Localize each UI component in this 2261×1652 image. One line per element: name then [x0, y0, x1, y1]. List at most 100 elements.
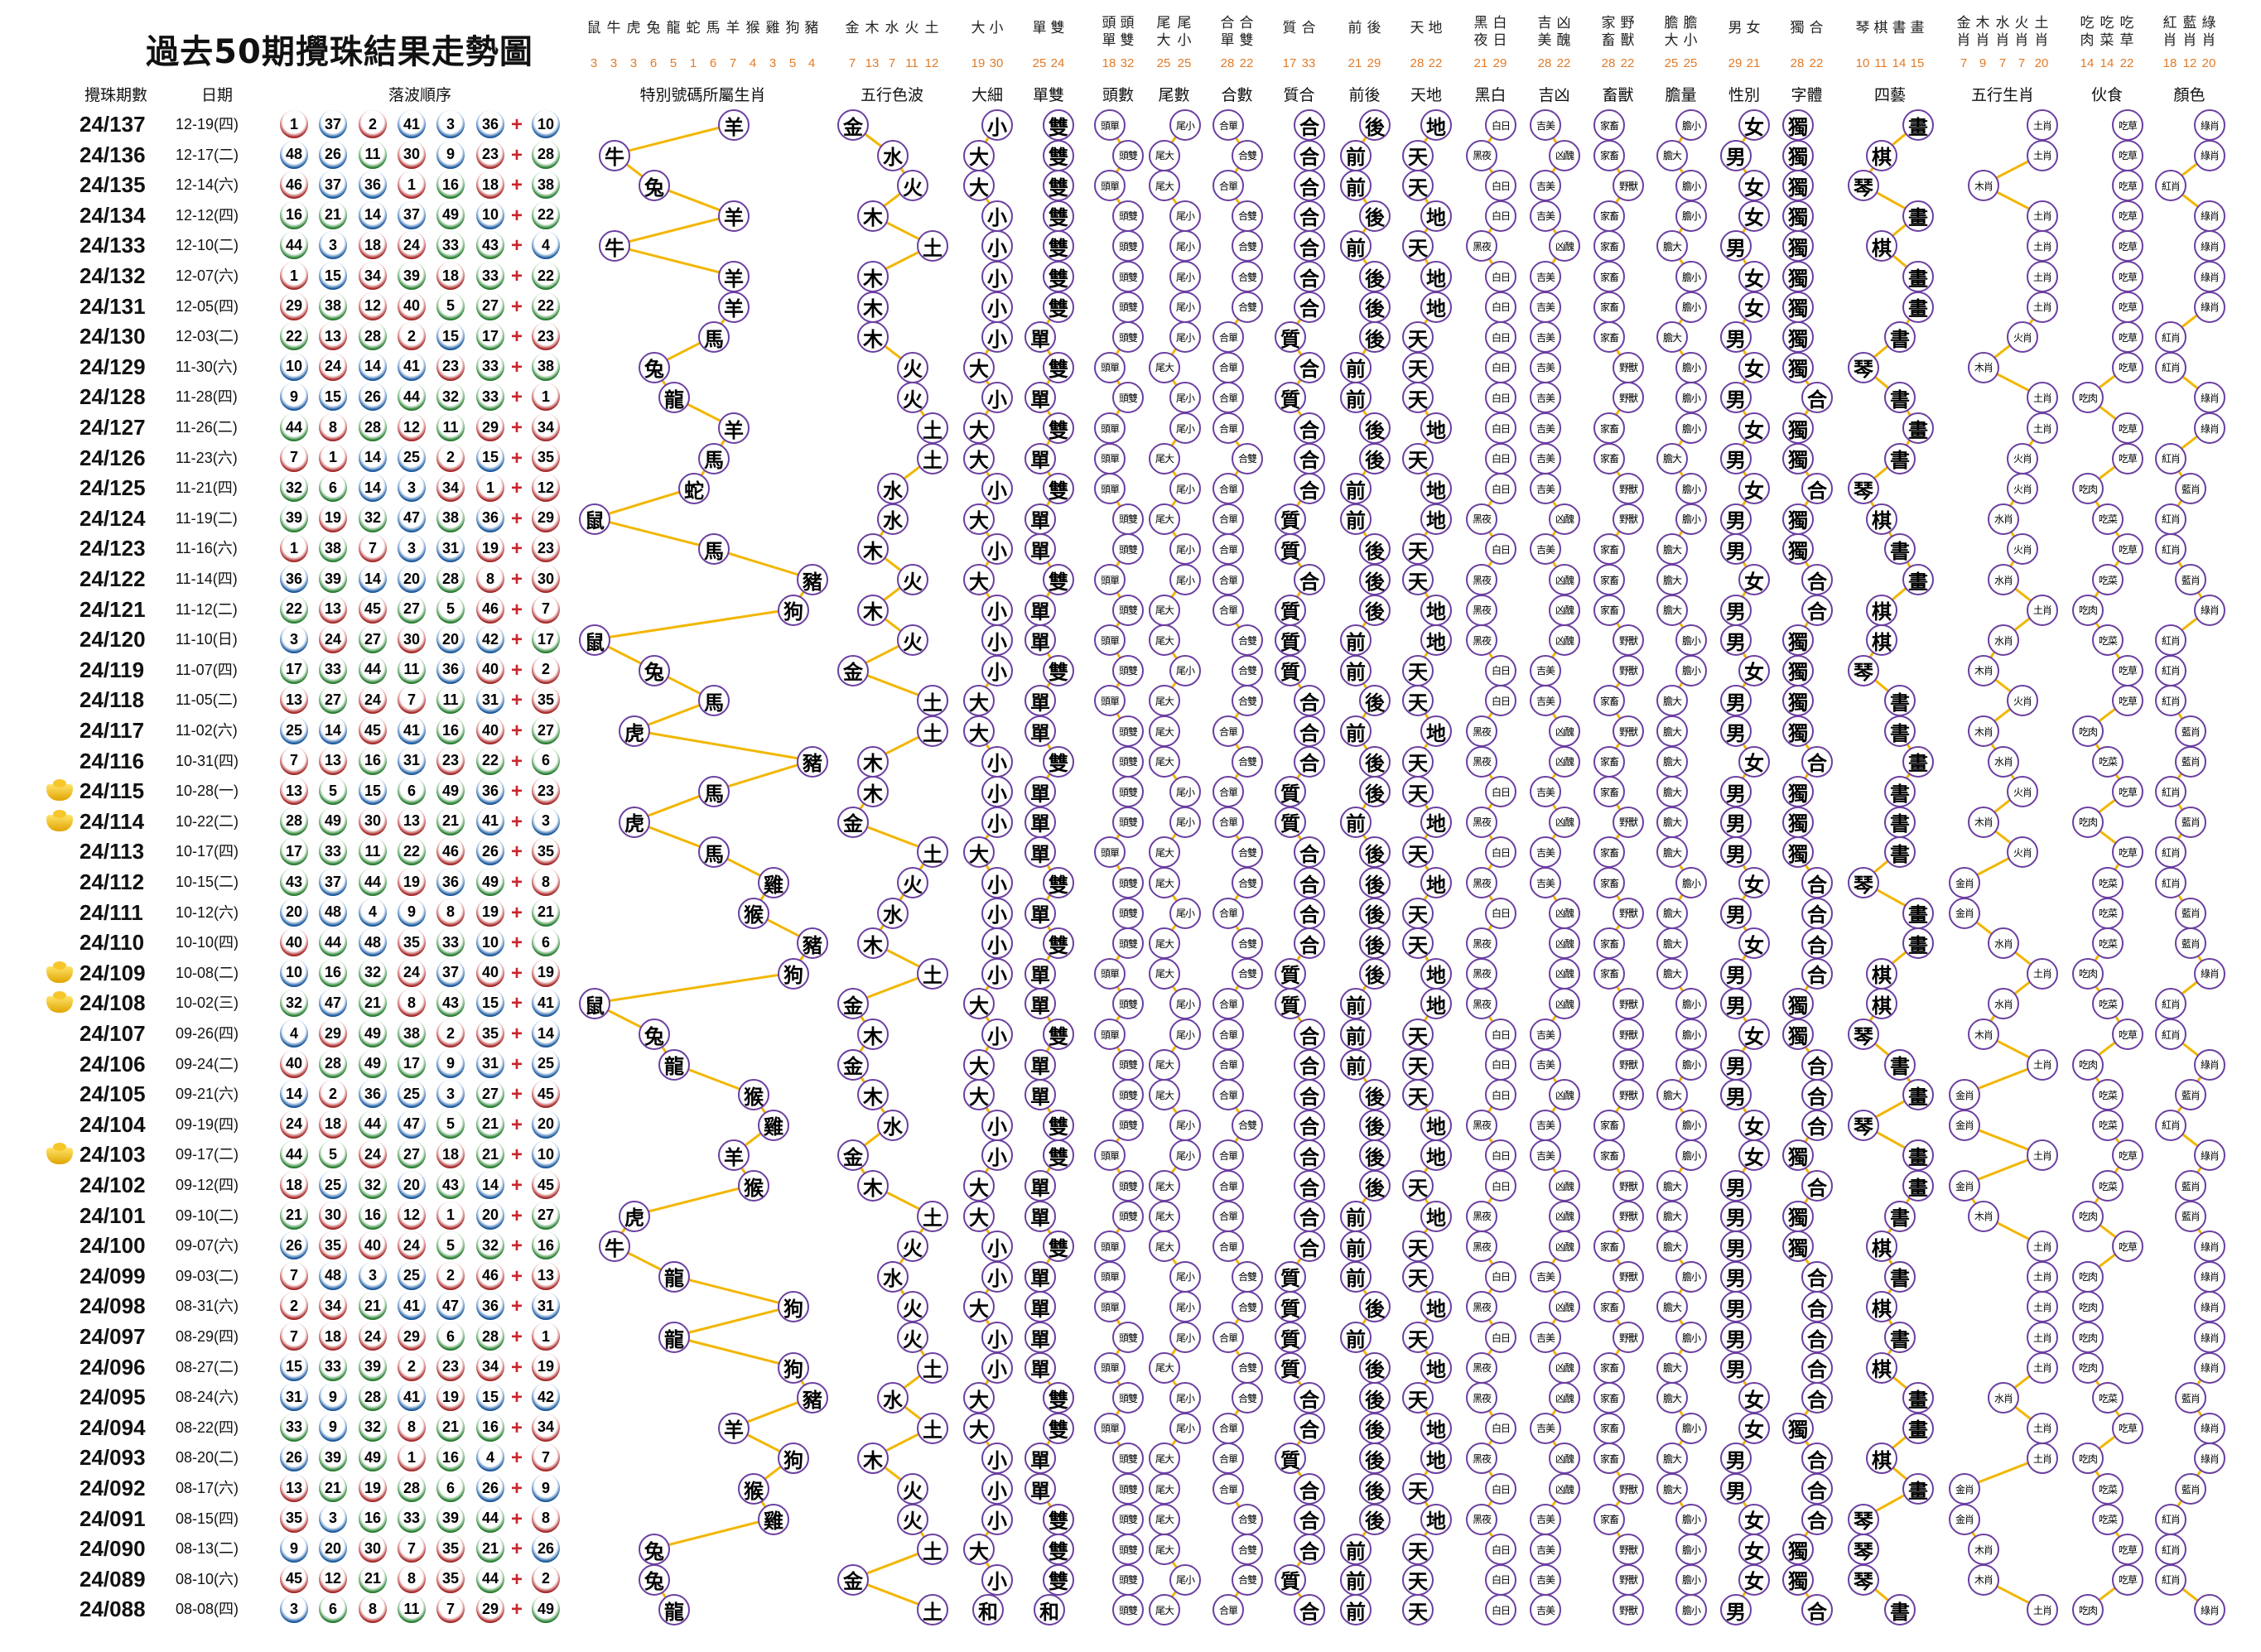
ball-number: 3 — [319, 231, 347, 260]
trend-node: 吃菜 — [2092, 1503, 2124, 1535]
trend-node: 凶醜 — [1549, 1231, 1580, 1263]
trend-node: 綠肖 — [2194, 957, 2225, 990]
trend-node: 黑夜 — [1466, 867, 1497, 898]
trend-node: 畫 — [1902, 1473, 1934, 1505]
trend-node: 水肖 — [1988, 503, 2019, 535]
trend-node: 女 — [1738, 1019, 1770, 1050]
trend-node: 狗 — [778, 957, 809, 990]
column-header: 頭數 — [1102, 86, 1135, 104]
trend-node: 吃肉 — [2072, 806, 2104, 838]
trend-node: 尾大 — [1149, 1351, 1180, 1384]
trend-node: 木肖 — [1968, 654, 1999, 686]
summary-option: 藍肖 — [2182, 15, 2197, 49]
trend-node: 狗 — [778, 594, 809, 626]
trend-node: 金肖 — [1949, 1170, 1980, 1202]
trend-node: 女 — [1738, 564, 1770, 595]
trend-node: 天 — [1402, 1473, 1434, 1505]
trend-node: 大 — [963, 170, 995, 202]
trend-node: 吃肉 — [2072, 594, 2104, 626]
summary-count: 5 — [788, 56, 797, 70]
column-header: 性別 — [1728, 86, 1761, 104]
trend-node: 琴 — [1848, 1109, 1879, 1141]
trend-node: 紅肖 — [2155, 1109, 2186, 1141]
trend-node: 吉美 — [1530, 321, 1561, 354]
trend-node: 合 — [1294, 1019, 1325, 1050]
trend-node: 藍肖 — [2175, 1200, 2206, 1232]
trend-node: 蛇 — [678, 473, 710, 505]
summary-count: 21 — [1746, 56, 1761, 70]
summary-count: 20 — [2034, 56, 2049, 70]
trend-node: 獨 — [1782, 624, 1814, 657]
trend-node: 白日 — [1485, 1563, 1516, 1596]
trend-node: 地 — [1420, 1109, 1452, 1141]
trend-node: 龍 — [658, 1322, 690, 1353]
trend-node: 水 — [877, 897, 909, 929]
trend-node: 白日 — [1485, 442, 1516, 474]
trend-node: 單 — [1024, 1322, 1056, 1353]
trend-node: 琴 — [1848, 351, 1879, 383]
period-number: 24/136 — [80, 142, 146, 167]
trend-node: 獨 — [1782, 806, 1814, 838]
trend-node: 膽大 — [1656, 806, 1688, 838]
trend-node: 男 — [1720, 139, 1752, 171]
trend-node: 羊 — [718, 291, 750, 323]
trend-node: 尾小 — [1169, 654, 1201, 686]
trend-node: 後 — [1359, 1503, 1391, 1535]
trend-node: 尾大 — [1149, 745, 1180, 778]
trend-node: 女 — [1738, 473, 1770, 505]
trend-node: 女 — [1738, 170, 1770, 202]
summary-count: 28 — [1410, 56, 1425, 70]
trend-node: 頭雙 — [1112, 1503, 1144, 1535]
trend-node: 家畜 — [1593, 776, 1625, 808]
trend-node: 大 — [963, 1412, 995, 1444]
trend-node: 單 — [1024, 1260, 1056, 1293]
trend-node: 天 — [1402, 1260, 1434, 1293]
header-date: 日期 — [200, 86, 234, 104]
trend-node: 白日 — [1485, 1079, 1516, 1111]
trend-node: 土肖 — [2027, 412, 2058, 444]
header-balls: 落波順序 — [388, 86, 452, 104]
trend-node: 合雙 — [1232, 1382, 1263, 1414]
trend-node: 合 — [1294, 1231, 1325, 1263]
trend-node: 水 — [877, 139, 909, 171]
trend-node: 吃肉 — [2072, 1322, 2104, 1353]
trend-node: 男 — [1720, 1322, 1752, 1353]
trend-node: 黑夜 — [1466, 230, 1497, 262]
trend-node: 土 — [917, 715, 948, 747]
trend-node: 土肖 — [2027, 1260, 2058, 1293]
trend-node: 綠肖 — [2194, 1412, 2225, 1444]
trend-node: 小 — [981, 1473, 1013, 1505]
ball-number: 15 — [436, 322, 465, 351]
trend-node: 膽小 — [1675, 261, 1707, 292]
trend-node: 地 — [1420, 291, 1452, 323]
ball-number: 11 — [359, 140, 387, 169]
summary-option: 水 — [885, 20, 899, 36]
trend-node: 藍肖 — [2175, 1170, 2206, 1202]
trend-node: 金 — [837, 1563, 869, 1596]
trend-node: 質 — [1275, 776, 1306, 808]
trend-line-segment — [633, 1183, 754, 1217]
trend-node: 野獸 — [1613, 1563, 1644, 1596]
trend-node: 野獸 — [1613, 1200, 1644, 1232]
ball-number: 22 — [280, 322, 308, 351]
trend-node: 家畜 — [1593, 1231, 1625, 1263]
trend-node: 頭雙 — [1112, 1200, 1144, 1232]
trend-node: 頭雙 — [1112, 200, 1144, 232]
trend-node: 龍 — [658, 1048, 690, 1081]
trend-node: 合雙 — [1232, 291, 1263, 323]
trend-node: 白日 — [1485, 897, 1516, 929]
trend-node: 合單 — [1212, 473, 1244, 505]
trend-node: 吃菜 — [2092, 867, 2124, 898]
trend-node: 畫 — [1902, 412, 1934, 444]
trend-node: 尾小 — [1169, 1109, 1201, 1141]
trend-node: 質 — [1275, 1563, 1306, 1596]
trend-node: 前 — [1340, 1534, 1372, 1566]
trend-node: 膽大 — [1656, 927, 1688, 960]
trend-node: 合 — [1801, 957, 1833, 990]
column-header: 五行生肖 — [1970, 86, 2035, 104]
trend-node: 後 — [1359, 927, 1391, 960]
trend-node: 膽小 — [1675, 1109, 1707, 1141]
trend-node: 小 — [981, 594, 1013, 626]
summary-option: 雙 — [1050, 20, 1065, 36]
trend-node: 小 — [981, 1322, 1013, 1353]
